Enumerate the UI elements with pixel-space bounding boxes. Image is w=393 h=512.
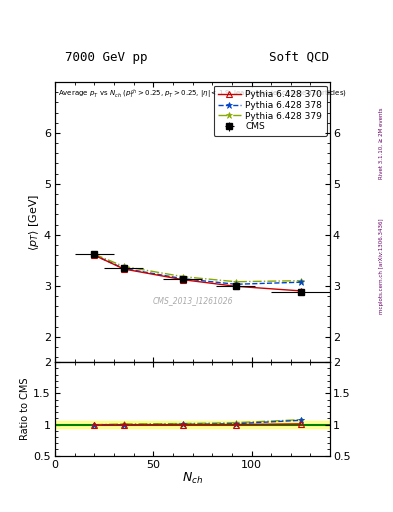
Legend: Pythia 6.428 370, Pythia 6.428 378, Pythia 6.428 379, CMS: Pythia 6.428 370, Pythia 6.428 378, Pyth… [213,86,327,136]
Text: Rivet 3.1.10, ≥ 2M events: Rivet 3.1.10, ≥ 2M events [379,108,384,179]
X-axis label: $N_{ch}$: $N_{ch}$ [182,471,203,486]
Y-axis label: $\langle p_T\rangle$ [GeV]: $\langle p_T\rangle$ [GeV] [27,194,41,251]
Pythia 6.428 378 [121,265,126,271]
Bar [55,421,330,428]
Text: CMS_2013_I1261026: CMS_2013_I1261026 [152,296,233,305]
Pythia 6.428 370 [121,266,126,272]
Line: Pythia 6.428 378: Pythia 6.428 378 [91,252,304,288]
Pythia 6.428 370 [180,276,185,283]
Text: 7000 GeV pp: 7000 GeV pp [65,51,147,64]
Pythia 6.428 370 [92,252,97,258]
Pythia 6.428 378 [92,252,97,258]
Text: mcplots.cern.ch [arXiv:1306.3436]: mcplots.cern.ch [arXiv:1306.3436] [379,219,384,314]
Pythia 6.428 379 [92,251,97,257]
Pythia 6.428 379 [233,279,238,285]
Y-axis label: Ratio to CMS: Ratio to CMS [20,378,30,440]
Text: Soft QCD: Soft QCD [269,51,329,64]
Line: Pythia 6.428 379: Pythia 6.428 379 [91,251,304,285]
Pythia 6.428 379 [298,278,303,284]
Pythia 6.428 378 [180,275,185,282]
Line: Pythia 6.428 370: Pythia 6.428 370 [92,252,303,294]
Pythia 6.428 378 [298,279,303,285]
Pythia 6.428 370 [233,283,238,289]
Pythia 6.428 379 [121,263,126,269]
Pythia 6.428 378 [233,281,238,287]
Pythia 6.428 379 [180,273,185,280]
Text: Average $p_T$ vs $N_{ch}$ ($p_T^{ch}>0.25$, $p_T>0.25$, $|\eta|<1.9$, leading in: Average $p_T$ vs $N_{ch}$ ($p_T^{ch}>0.2… [58,88,347,101]
Pythia 6.428 370 [298,288,303,294]
